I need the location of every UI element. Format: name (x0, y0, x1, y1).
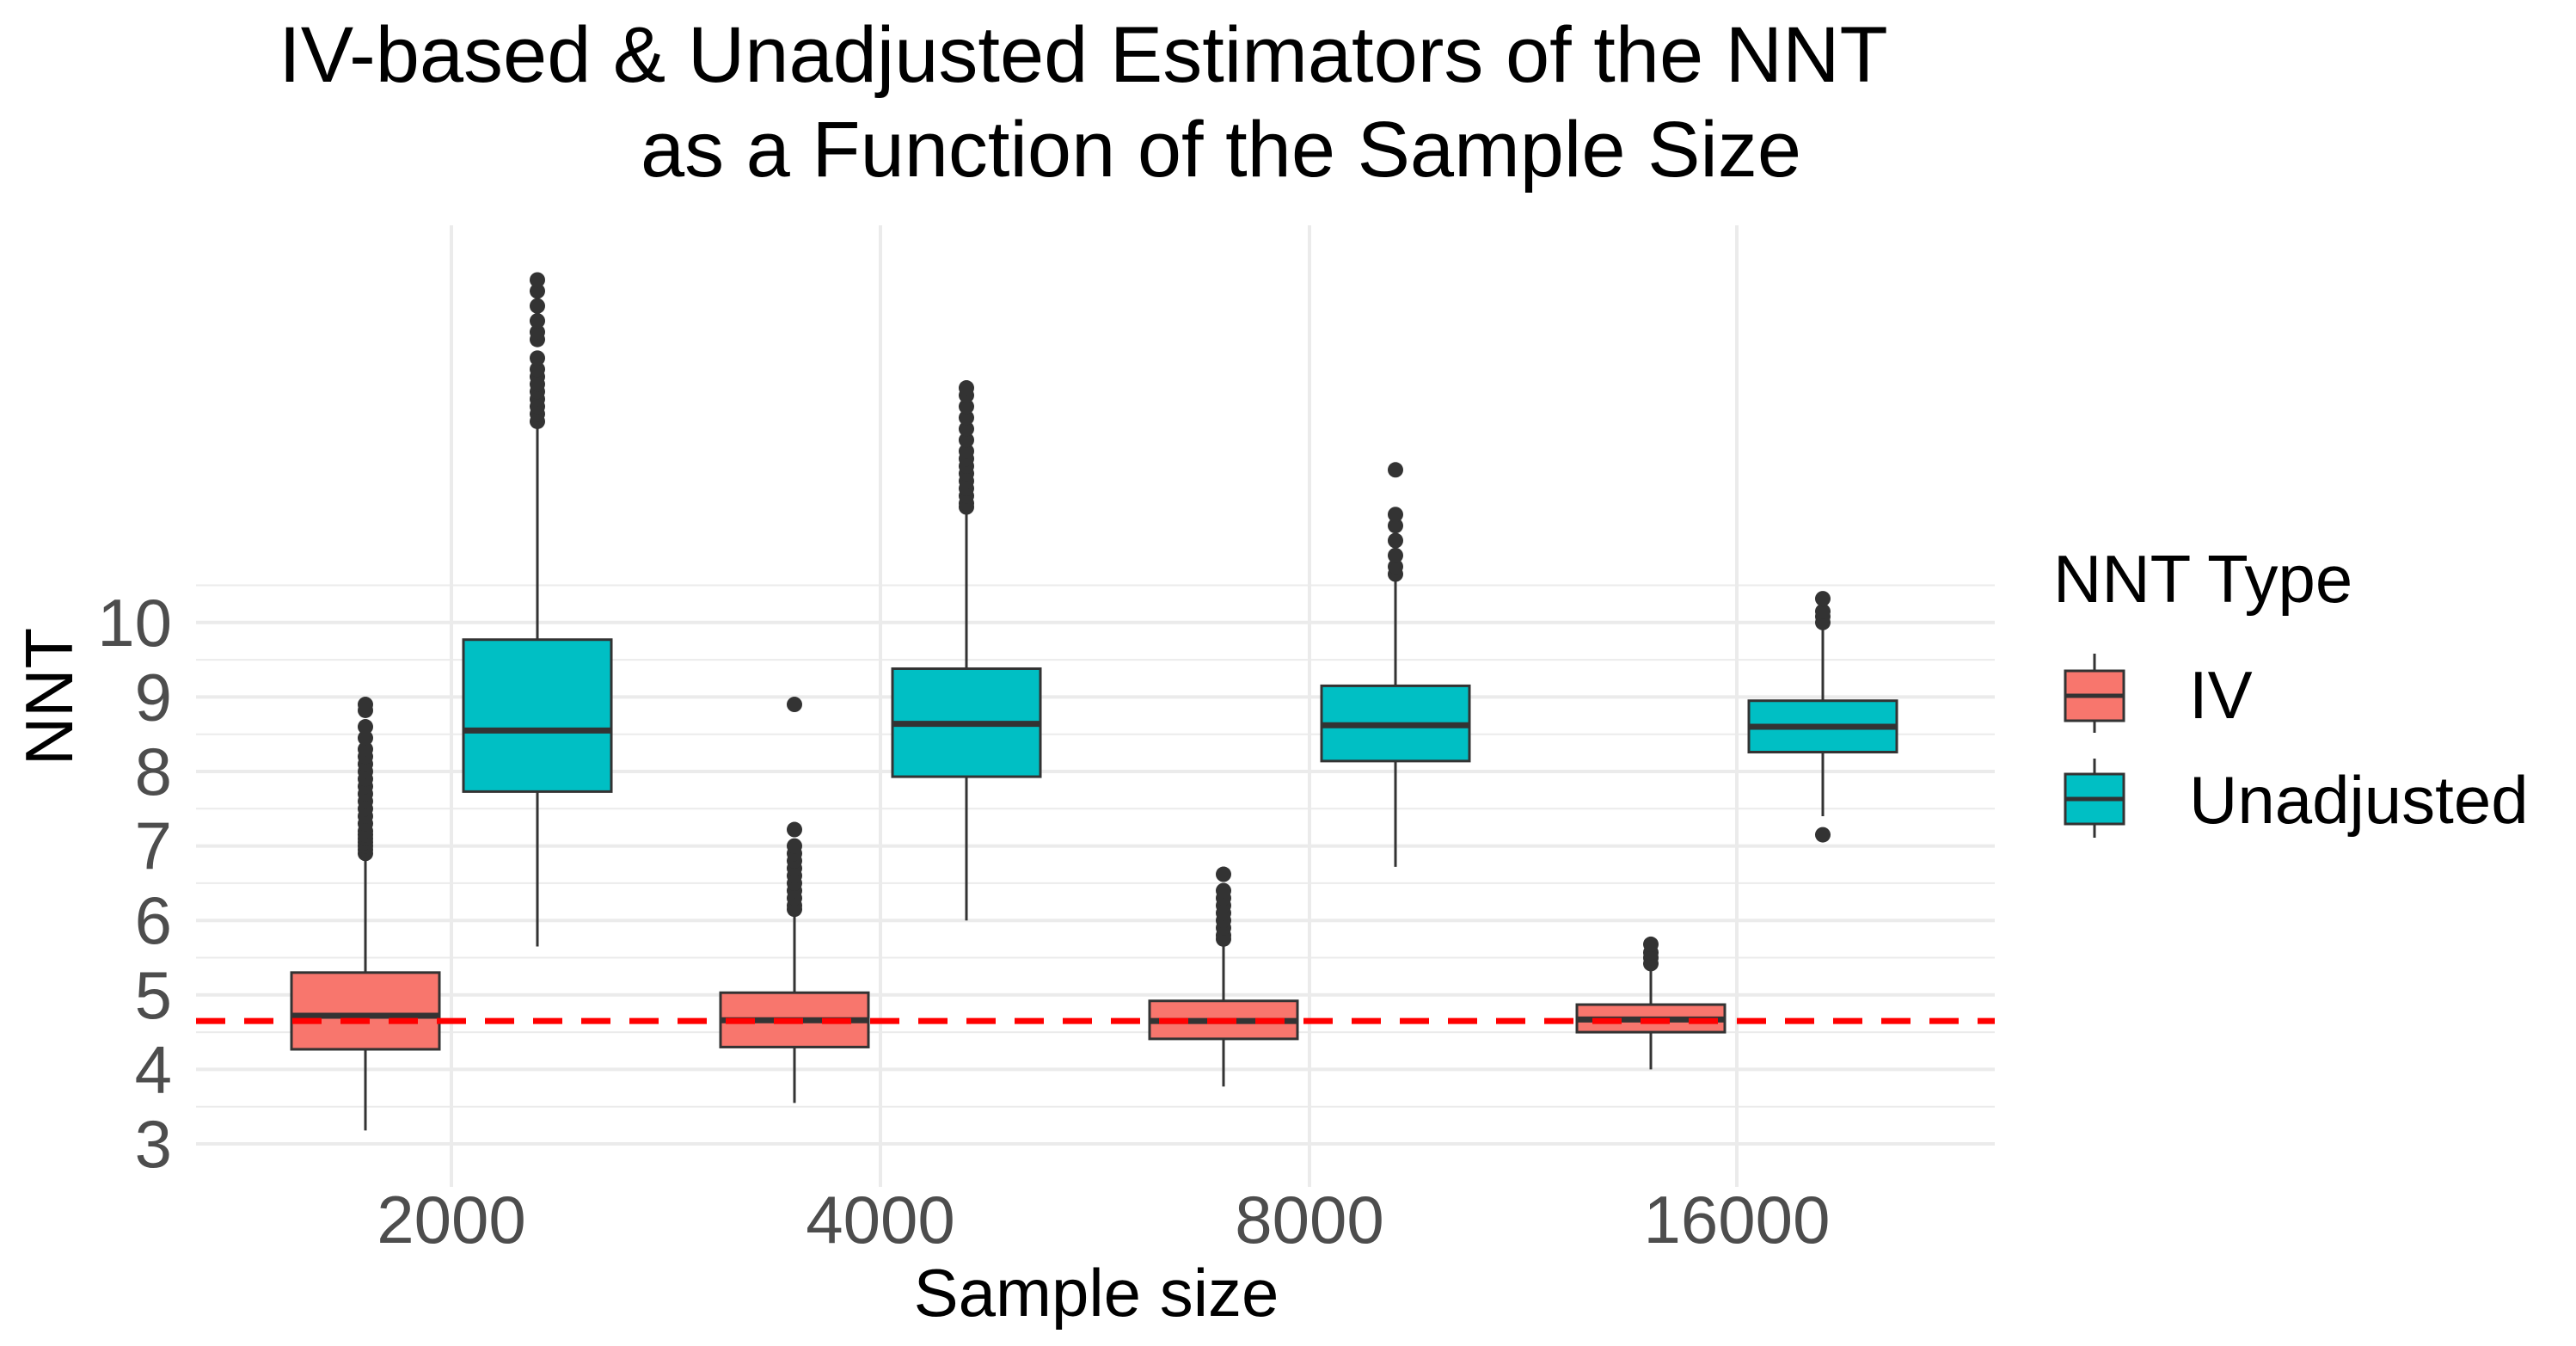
outlier-point (1388, 507, 1403, 523)
legend: NNT Type IV Unadjusted (2053, 541, 2529, 838)
box-unadjusted-4000 (891, 380, 1042, 921)
outlier-point (1388, 558, 1403, 575)
outlier-point (530, 313, 545, 329)
outlier-point (959, 443, 974, 459)
legend-key-iv (2064, 654, 2125, 733)
y-tick-label: 3 (135, 1106, 172, 1182)
y-tick-label: 4 (135, 1031, 172, 1107)
outlier-point (1388, 518, 1403, 534)
outlier-point (959, 409, 974, 426)
box-iv-2000 (290, 697, 441, 1131)
y-tick-label: 6 (135, 882, 172, 958)
outlier-point (787, 821, 802, 838)
y-tick-label: 8 (135, 734, 172, 809)
outlier-point (1388, 462, 1403, 478)
chart-title-line-1: IV-based & Unadjusted Estimators of the … (279, 11, 1888, 99)
chart-title-line-2: as a Function of the Sample Size (641, 106, 1801, 194)
outlier-point (530, 350, 545, 366)
x-tick-label: 4000 (806, 1182, 955, 1257)
outlier-point (1216, 882, 1231, 899)
outlier-point (787, 697, 802, 713)
legend-title: NNT Type (2053, 541, 2352, 617)
box-unadjusted-8000 (1320, 462, 1471, 867)
plot-area (196, 225, 1995, 1187)
box-iqr (290, 971, 441, 1051)
box-unadjusted-16000 (1747, 591, 1898, 843)
x-tick-label: 8000 (1235, 1182, 1384, 1257)
box-iqr (462, 638, 613, 793)
outlier-point (959, 398, 974, 415)
outlier-point (358, 741, 373, 758)
outlier-point (530, 272, 545, 288)
legend-label-unadjusted: Unadjusted (2189, 762, 2529, 838)
box-iv-16000 (1575, 936, 1727, 1070)
y-tick-label: 9 (135, 659, 172, 734)
outlier-point (1216, 866, 1231, 882)
outlier-point (1815, 827, 1831, 843)
legend-label-iv: IV (2189, 657, 2253, 733)
x-tick-label: 2000 (377, 1182, 526, 1257)
boxplot-layer (290, 272, 1898, 1131)
outlier-point (530, 298, 545, 314)
x-axis-title: Sample size (914, 1255, 1279, 1331)
outlier-point (358, 730, 373, 747)
outlier-point (530, 324, 545, 341)
y-tick-label: 5 (135, 957, 172, 1033)
outlier-point (530, 361, 545, 378)
outlier-point (1643, 936, 1659, 952)
box-iv-8000 (1148, 866, 1299, 1087)
x-tick-label: 16000 (1644, 1182, 1831, 1257)
outlier-point (959, 380, 974, 396)
outlier-point (787, 838, 802, 854)
y-tick-label: 10 (97, 585, 172, 661)
box-unadjusted-2000 (462, 272, 613, 947)
legend-key-unadjusted (2064, 759, 2125, 838)
box-iv-4000 (719, 697, 870, 1103)
outlier-point (959, 421, 974, 437)
outlier-point (1815, 591, 1831, 607)
x-axis-ticks: 2000 4000 8000 16000 (377, 1182, 1830, 1257)
outlier-point (358, 697, 373, 713)
outlier-point (358, 719, 373, 735)
outlier-point (530, 283, 545, 299)
y-tick-label: 7 (135, 808, 172, 884)
outlier-point (1388, 532, 1403, 549)
outlier-point (1388, 547, 1403, 563)
outlier-point (959, 432, 974, 448)
outlier-point (1815, 603, 1831, 619)
y-axis-title: NNT (11, 628, 87, 765)
